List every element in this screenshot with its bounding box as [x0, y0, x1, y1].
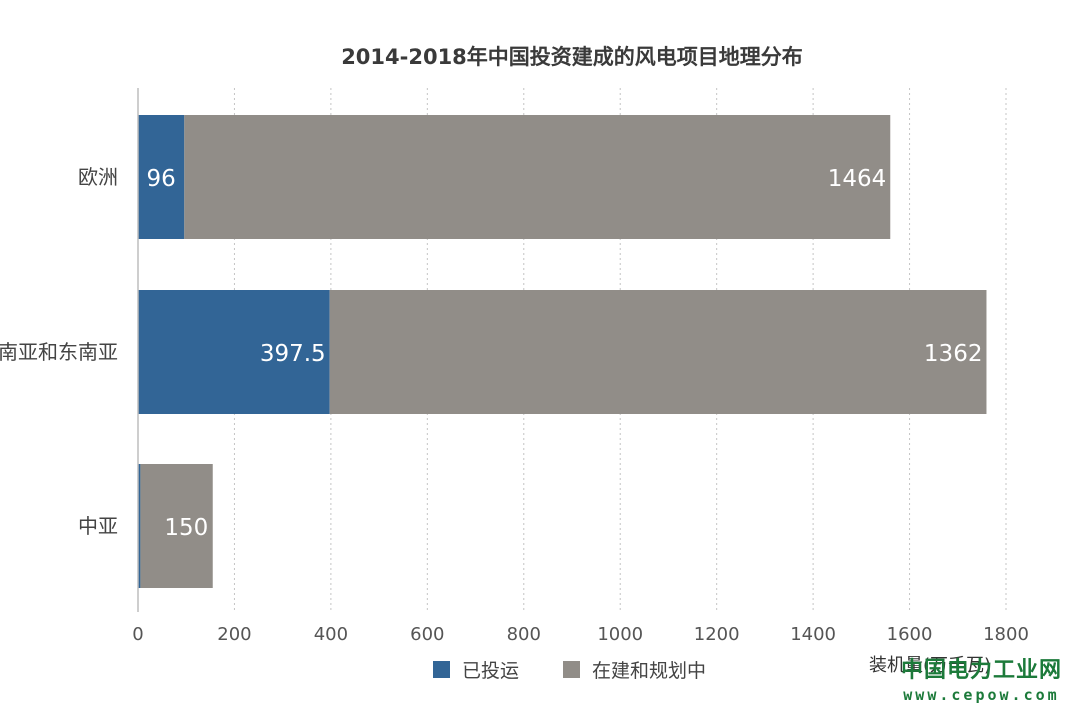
x-tick-label-1400: 1400	[790, 624, 836, 645]
watermark-logo: 中国电力工业网 www.cepow.com	[901, 652, 1062, 704]
x-tick-label-800: 800	[507, 624, 541, 645]
legend-swatch-0	[433, 661, 450, 678]
watermark-url: www.cepow.com	[903, 686, 1060, 704]
data-label-operational-1: 397.5	[260, 341, 326, 367]
legend-label-0: 已投运	[462, 660, 519, 682]
watermark-line1: 中国电力工业网	[900, 658, 1062, 683]
data-label-planned-1: 1362	[924, 341, 983, 367]
data-label-planned-0: 1464	[828, 166, 887, 192]
x-tick-label-1200: 1200	[694, 624, 740, 645]
x-tick-label-1600: 1600	[887, 624, 933, 645]
bar-operational-2	[138, 464, 141, 588]
data-label-operational-0: 96	[147, 166, 176, 192]
x-tick-label-200: 200	[217, 624, 251, 645]
y-category-label-2: 中亚	[78, 514, 118, 538]
chart-title: 2014-2018年中国投资建成的风电项目地理分布	[341, 45, 803, 69]
legend-swatch-1	[563, 661, 580, 678]
x-tick-label-400: 400	[314, 624, 348, 645]
legend-label-1: 在建和规划中	[592, 660, 706, 682]
y-category-label-0: 欧洲	[78, 165, 118, 189]
y-category-label-1: 南亚和东南亚	[0, 340, 118, 364]
x-tick-label-1800: 1800	[983, 624, 1029, 645]
bar-planned-2	[140, 464, 213, 588]
x-tick-label-600: 600	[410, 624, 444, 645]
x-tick-label-0: 0	[132, 624, 143, 645]
bar-operational-0	[138, 115, 185, 239]
x-tick-label-1000: 1000	[597, 624, 643, 645]
x-axis-label: 装机量(万千瓦)	[869, 655, 991, 676]
data-label-planned-2: 150	[164, 515, 208, 541]
bar-operational-1	[138, 290, 330, 414]
bar-planned-0	[184, 115, 891, 239]
bar-planned-1	[329, 290, 987, 414]
x-axis: 0 200 400 600 800 1000 1200 1400 1600 1800 装机量(万千瓦…	[132, 88, 1029, 676]
legend: 已投运 在建和规划中	[433, 660, 706, 682]
